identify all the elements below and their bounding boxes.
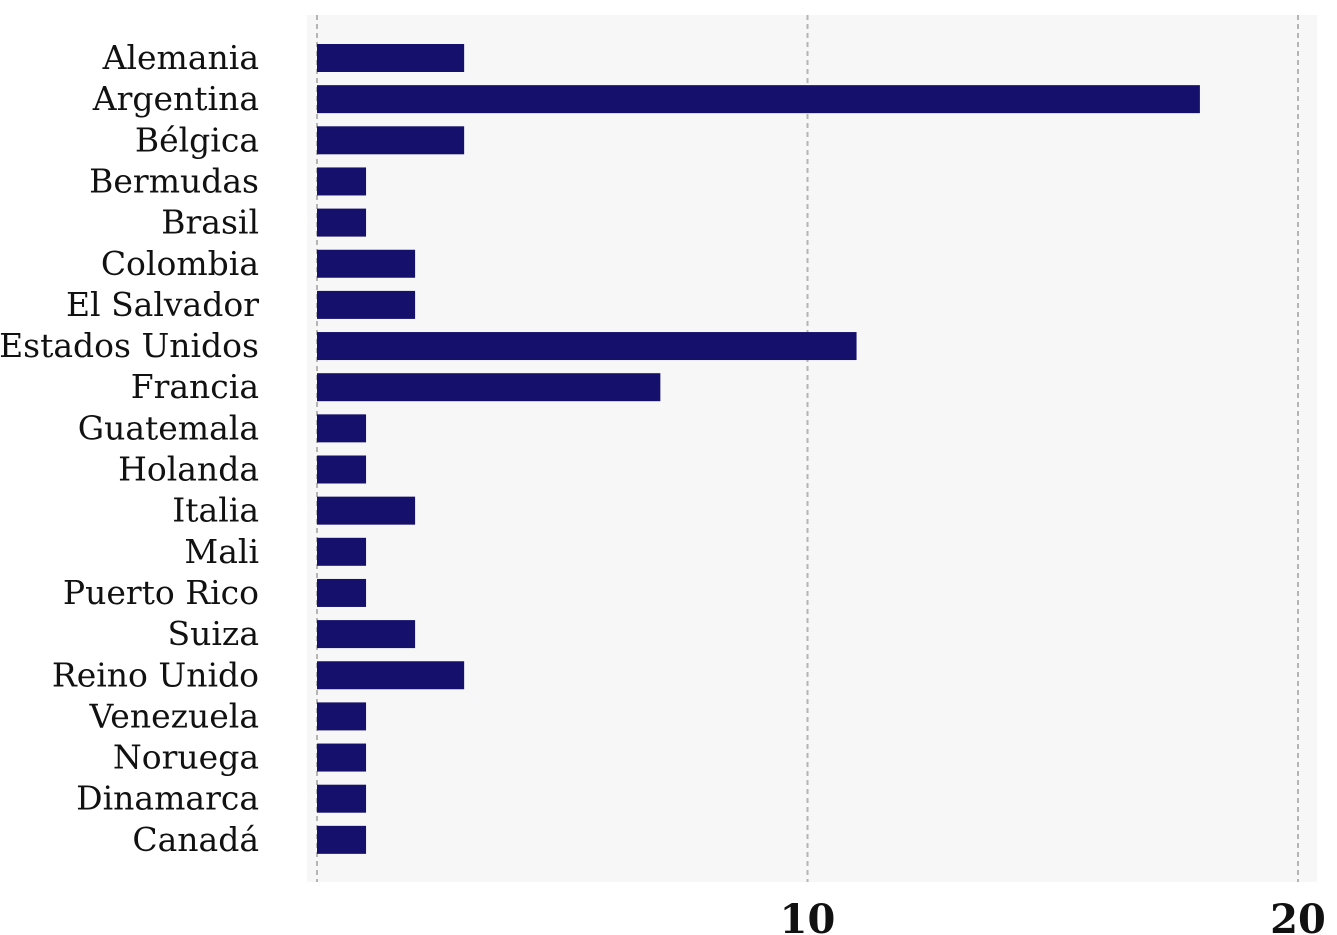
category-label: Argentina [92, 79, 259, 118]
category-label: Dinamarca [76, 779, 259, 818]
category-label: Suiza [168, 614, 259, 653]
bar [317, 85, 1200, 114]
bar [317, 743, 367, 772]
x-axis-tick-labels: 10 20 [780, 896, 1326, 935]
category-label: Brasil [161, 203, 259, 242]
category-label: Holanda [118, 450, 259, 489]
bar [317, 414, 367, 443]
category-label: Guatemala [78, 408, 259, 447]
bar [317, 825, 367, 854]
category-label: Noruega [113, 738, 259, 777]
category-label: Colombia [101, 244, 259, 283]
bar [317, 208, 367, 237]
bars [317, 44, 1200, 854]
category-label: Alemania [102, 38, 259, 77]
bar [317, 167, 367, 196]
bar [317, 290, 416, 319]
bar [317, 620, 416, 649]
category-label: Venezuela [88, 696, 259, 735]
plot-background [307, 15, 1317, 882]
category-label: Canadá [132, 820, 259, 859]
bar [317, 332, 857, 361]
category-label: El Salvador [66, 285, 259, 324]
category-label: Puerto Rico [63, 573, 259, 612]
bar [317, 44, 465, 72]
bar [317, 578, 367, 607]
category-label: Reino Unido [52, 655, 259, 694]
category-label: Bélgica [135, 120, 259, 159]
category-label: Bermudas [89, 161, 259, 200]
bar [317, 537, 367, 566]
bar [317, 455, 367, 484]
category-label: Mali [184, 532, 259, 571]
bar [317, 126, 465, 155]
bar [317, 373, 661, 402]
bar [317, 661, 465, 690]
bar [317, 496, 416, 525]
category-label: Italia [172, 491, 259, 530]
bar [317, 249, 416, 278]
category-label: Estados Unidos [0, 326, 259, 365]
category-label: Francia [131, 367, 259, 406]
category-labels: AlemaniaArgentinaBélgicaBermudasBrasilCo… [0, 38, 259, 859]
bar [317, 702, 367, 731]
x-tick-label: 10 [780, 896, 836, 935]
bar [317, 784, 367, 813]
grid-lines [316, 15, 1299, 882]
x-tick-label: 20 [1270, 896, 1326, 935]
